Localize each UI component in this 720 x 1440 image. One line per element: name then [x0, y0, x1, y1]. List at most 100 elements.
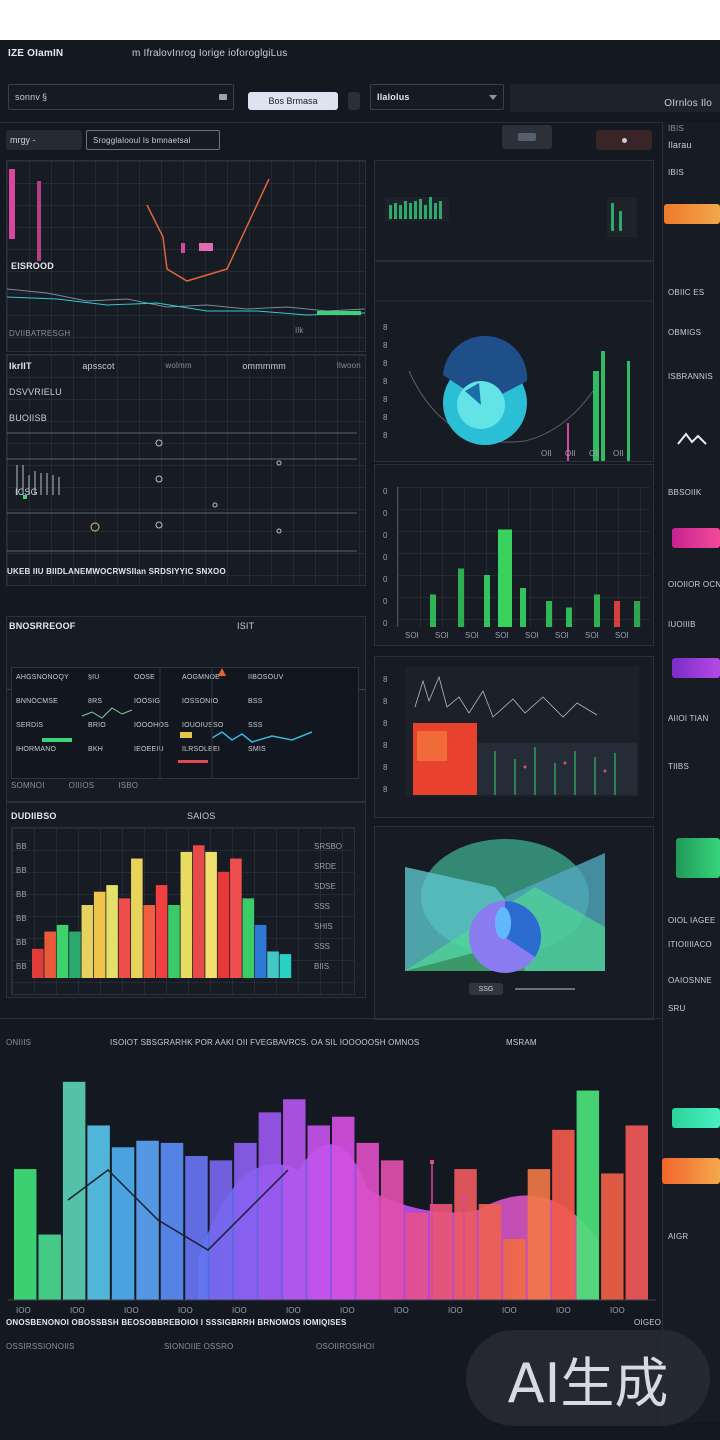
vbar-y-tick: 0 — [383, 509, 388, 518]
vbar — [594, 594, 600, 627]
vbar — [546, 601, 552, 627]
pie-slider-label[interactable]: SSG — [469, 983, 503, 995]
side-rail-item[interactable]: OIOIIOR OCNII — [668, 580, 720, 589]
big-bar — [283, 1099, 306, 1300]
mini-bar — [389, 205, 392, 219]
big-bar — [454, 1169, 477, 1300]
side-rail-item[interactable]: AIIOI TIAN — [668, 714, 709, 723]
table-row[interactable]: I​HORMANO BKH I​EOEEIU I​LRSOLBEI SMIS — [16, 746, 354, 758]
side-rail-item[interactable]: I​BIS — [668, 168, 684, 177]
stacked-bar — [131, 858, 143, 978]
side-rail-item[interactable]: SRU — [668, 1004, 686, 1013]
side-rail-item[interactable]: ITIOIIIIACO — [668, 940, 712, 949]
query-field[interactable]: SrogglaIooul Is bmnaetsal — [86, 130, 220, 150]
donut-y-tick: 8 — [383, 431, 388, 440]
green-cell — [42, 738, 72, 742]
big-bar — [527, 1169, 551, 1300]
table-cell: BKH — [88, 746, 103, 753]
big-title-right: MSRAM — [506, 1038, 537, 1047]
stacked-bar — [44, 931, 56, 978]
search-value: sonnv § — [15, 92, 48, 102]
line-chart-panel: E​IS​R​OOD DVIIBATRESGH Ilk — [6, 160, 366, 352]
mini-bar — [404, 201, 407, 219]
search-input[interactable]: sonnv § — [8, 84, 234, 110]
tab-2[interactable]: apsscot — [82, 361, 115, 371]
tab-3[interactable]: wolmm — [165, 361, 192, 370]
vbar — [634, 601, 640, 627]
grey-series — [7, 288, 365, 312]
big-title-mid: ISOIOT SBSGRARHK POR AAKI OII FVEGBAVRCS… — [110, 1038, 420, 1047]
stacked-bar — [192, 845, 205, 978]
toggle-button[interactable] — [502, 125, 552, 149]
big-bar — [625, 1125, 648, 1300]
purple-card[interactable] — [672, 658, 720, 678]
tall-bar — [627, 361, 630, 461]
pie-chart — [405, 839, 605, 973]
bar-y-tick: BB — [16, 962, 27, 971]
stacked-bar — [230, 858, 242, 978]
side-rail-item[interactable]: OBIIC ES — [668, 288, 705, 297]
toggle-icon — [518, 133, 536, 141]
vbar-y-tick: 0 — [383, 575, 388, 584]
bar-right-label: SDSE — [314, 882, 336, 891]
big-x-tick: IOO — [232, 1306, 247, 1315]
side-rail-item[interactable]: OAIOSNNE — [668, 976, 712, 985]
stacked-bar — [69, 931, 81, 978]
big-bar — [601, 1173, 624, 1300]
bar-title: DUDIIBSO — [11, 811, 57, 821]
bar-y-tick: BB — [16, 890, 27, 899]
vbar-y-tick: 0 — [383, 553, 388, 562]
big-footer-left: ONOSBENONOI OBOSSBSH BEOSOBBREBOIOI I SS… — [6, 1318, 347, 1327]
bar-y-tick: BB — [16, 914, 27, 923]
bar-right-label: SRDE — [314, 862, 337, 871]
orange-card-2[interactable] — [662, 1158, 720, 1184]
green-card[interactable] — [676, 838, 720, 878]
heat-line — [414, 675, 598, 718]
tall-bar — [601, 351, 605, 461]
stacked-bar — [267, 951, 279, 978]
heat-dot — [523, 765, 527, 769]
status-dropdown[interactable]: Ilalolus — [370, 84, 504, 110]
table-cell: I​OUOIUSSO — [182, 722, 224, 729]
donut-y-tick: 8 — [383, 341, 388, 350]
big-x-tick: IOO — [556, 1306, 571, 1315]
filter-chip[interactable]: mrgy - — [6, 130, 82, 150]
side-rail-item[interactable]: OBMIGS — [668, 328, 702, 337]
table-row[interactable]: BNNOCMSE 8RS I​OOSIG I​O​SSONIO BSS — [16, 698, 354, 710]
big-x-tick: IOO — [124, 1306, 139, 1315]
side-rail-item[interactable]: IUOIIIB — [668, 620, 696, 629]
big-bar — [429, 1204, 453, 1300]
teal-card[interactable] — [672, 1108, 720, 1128]
tab-4[interactable]: ommmmm — [242, 361, 287, 371]
stacked-bar — [81, 905, 94, 978]
pie-slider-track[interactable] — [515, 988, 575, 990]
orange-card[interactable] — [664, 204, 720, 224]
bar-right-label: BIIS — [314, 962, 330, 971]
scatter-point — [212, 502, 218, 508]
big-bar — [552, 1129, 575, 1300]
tab-1[interactable]: Ikr​IIT — [9, 361, 32, 371]
tab-5[interactable]: Ilwoon — [336, 361, 361, 370]
table-cell: 8RS — [88, 698, 103, 705]
side-rail-item[interactable]: BBSOIIK — [668, 488, 702, 497]
alert-button[interactable] — [596, 130, 652, 150]
pink-card[interactable] — [672, 528, 720, 548]
bar-plot-area: BB BB BB BB BB BB SRSBO SRDE SDSE SSS SHIS SSS BIIS — [11, 827, 355, 995]
side-rail-item[interactable]: ISBRANNIS — [668, 372, 713, 381]
donut-y-tick: 8 — [383, 359, 388, 368]
table-row[interactable]: SERDIS BRIO I​OOOHOS I​OUOIUSSO SSS — [16, 722, 354, 734]
query-value: SrogglaIooul Is bmnaetsal — [93, 135, 191, 145]
side-rail-item[interactable]: OIOL IAGEE — [668, 916, 716, 925]
side-rail-item[interactable]: AIGR — [668, 1232, 689, 1241]
menu-icon[interactable] — [348, 92, 360, 110]
side-right-label: Ilarau — [668, 140, 692, 150]
donut-x-tick: OII — [541, 449, 552, 458]
donut-arc-guide — [408, 370, 594, 443]
mini-bar — [439, 201, 442, 219]
big-x-tick: IOO — [502, 1306, 517, 1315]
scatter-tabs: Ikr​IIT apsscot wolmm ommmmm Ilwoon — [9, 361, 361, 375]
table-row[interactable]: AHGSNONOQY §IU OOSE AOGMNOE IIBOSOUV — [16, 674, 354, 686]
side-rail-item[interactable]: TIIBS — [668, 762, 690, 771]
vbar-x-tick: SOI — [435, 631, 449, 640]
primary-button[interactable]: Bos Brmasa — [248, 92, 338, 110]
